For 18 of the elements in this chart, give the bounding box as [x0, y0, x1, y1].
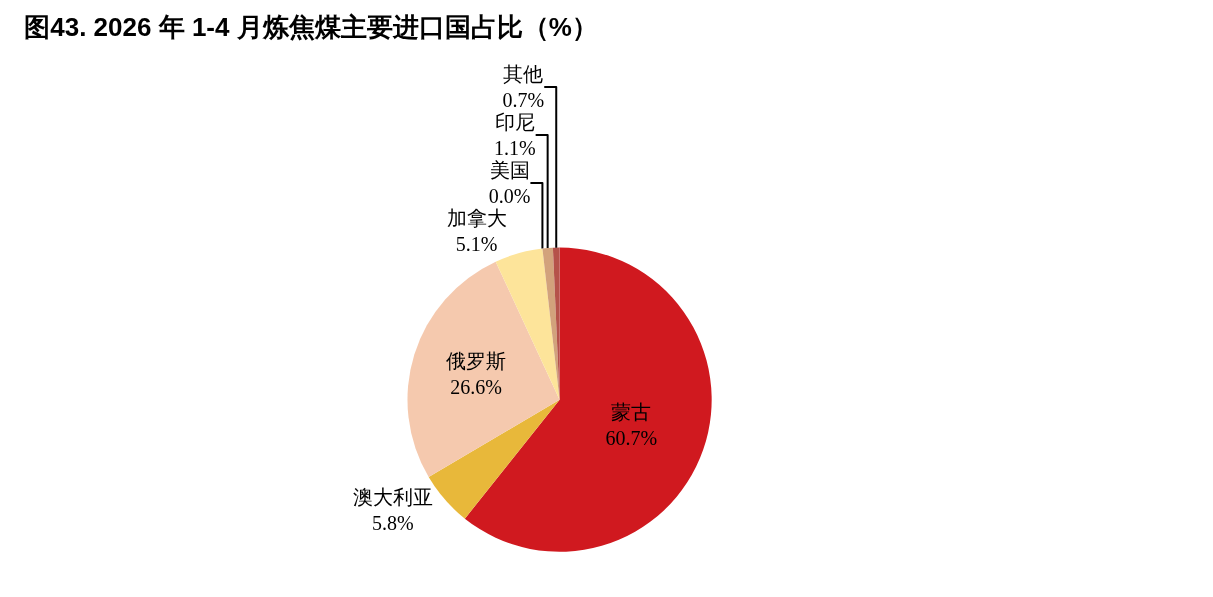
slice-label: 印尼 [494, 110, 535, 133]
data-label: 5.8% [372, 511, 414, 534]
data-label: 1.1% [493, 136, 536, 159]
pie-slice [552, 247, 560, 400]
chart-title: 图43. 2026 年 1-4 月炼焦煤主要进口国占比（%） [24, 12, 598, 43]
slice-label: 澳大利亚 [352, 485, 433, 508]
data-label: 0.7% [502, 88, 545, 111]
text: 0.0% [488, 184, 531, 207]
data-label: 5.1% [455, 232, 498, 255]
data-label: 26.6% [450, 375, 503, 398]
category-label: 美国 [489, 158, 530, 181]
slice-label: 俄罗斯 [446, 349, 507, 372]
slice-label: 加拿大 [446, 206, 507, 229]
slice-label: 其他 [503, 62, 544, 85]
pie-slice [407, 261, 560, 478]
pie-slice [542, 247, 560, 400]
data-label: 60.7% [605, 426, 658, 449]
slice-label: 蒙古 [611, 400, 652, 423]
